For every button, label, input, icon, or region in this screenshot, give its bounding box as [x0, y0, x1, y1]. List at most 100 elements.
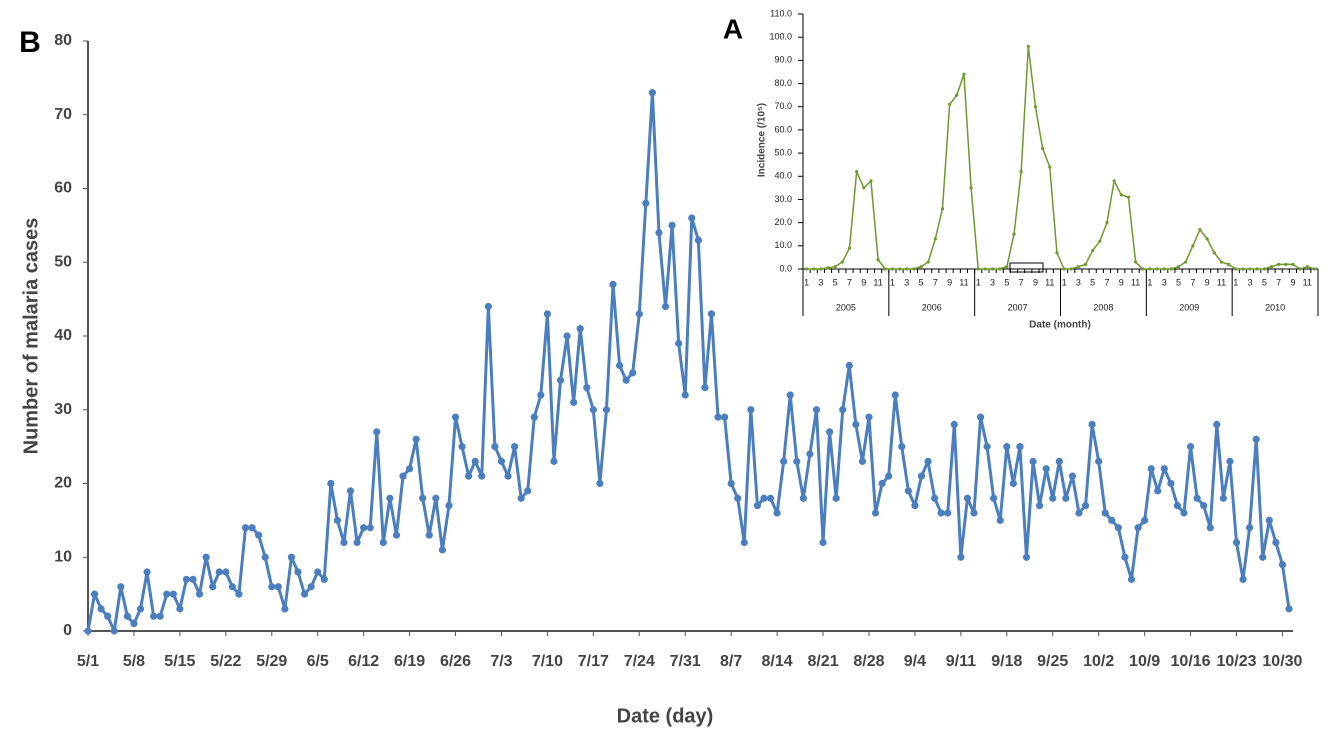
data-point	[373, 428, 381, 436]
data-point	[589, 406, 597, 414]
data-point	[1036, 502, 1044, 510]
data-point	[1184, 260, 1188, 264]
data-point	[694, 236, 702, 244]
data-point	[1009, 479, 1017, 488]
data-point	[1019, 170, 1023, 174]
data-point	[550, 457, 558, 465]
data-point	[615, 361, 624, 370]
data-point	[1180, 509, 1188, 517]
x-tick-label: 11	[1217, 277, 1226, 287]
data-point	[412, 435, 420, 443]
data-point	[990, 494, 998, 502]
panel-label: A	[723, 13, 743, 44]
data-point	[1269, 265, 1274, 269]
y-tick-label: 110.0	[770, 8, 792, 18]
data-point	[1134, 524, 1142, 532]
data-point	[543, 310, 551, 318]
data-point	[182, 575, 191, 583]
data-point	[563, 332, 571, 340]
data-point	[1127, 575, 1136, 583]
x-tick-label: 9	[1033, 277, 1038, 287]
data-point	[740, 538, 748, 547]
data-point	[1219, 260, 1224, 264]
x-axis-title: Date (day)	[617, 705, 714, 727]
y-tick-label: 70.0	[774, 101, 792, 111]
data-point	[556, 376, 565, 384]
data-point	[826, 266, 830, 270]
data-point	[1098, 239, 1102, 243]
x-tick-label: 6/12	[348, 653, 379, 670]
y-tick-label: 50	[54, 253, 72, 270]
x-group-label: 2007	[1008, 302, 1028, 312]
data-point	[1162, 267, 1166, 271]
data-point	[642, 199, 650, 207]
y-axis-title: Number of malaria cases	[20, 218, 42, 455]
data-point	[609, 280, 617, 288]
data-point	[1206, 524, 1214, 532]
y-tick-label: 70	[54, 106, 72, 123]
data-point	[847, 246, 852, 250]
data-point	[360, 524, 368, 532]
data-point	[117, 583, 125, 591]
x-tick-label: 5/15	[164, 653, 195, 670]
data-point	[924, 457, 932, 465]
x-tick-label: 3	[1076, 277, 1081, 287]
data-point	[1246, 524, 1254, 532]
data-point	[163, 590, 171, 598]
panel-label: B	[19, 26, 41, 59]
data-point	[869, 179, 873, 183]
y-tick-label: 80.0	[774, 78, 792, 88]
x-tick-label: 11	[873, 277, 882, 287]
data-point	[714, 413, 722, 421]
data-point	[1252, 435, 1260, 443]
data-point	[1055, 251, 1059, 255]
data-point	[1200, 502, 1208, 510]
data-point	[419, 494, 427, 502]
data-point	[855, 170, 859, 174]
data-point	[780, 457, 788, 465]
x-tick-label: 3	[818, 277, 823, 287]
data-point	[570, 398, 578, 406]
data-point	[90, 590, 99, 598]
data-point	[675, 339, 683, 347]
data-point	[491, 443, 499, 451]
data-point	[1016, 443, 1024, 451]
data-point	[1298, 267, 1302, 271]
x-tick-label: 5	[1004, 277, 1009, 287]
data-point	[484, 302, 492, 311]
x-tick-label: 1	[1233, 277, 1238, 287]
data-point	[1112, 179, 1116, 183]
x-tick-label: 3	[1248, 277, 1253, 287]
x-tick-label: 5	[1262, 277, 1267, 287]
data-point	[1069, 267, 1073, 271]
y-tick-label: 90.0	[774, 55, 792, 65]
data-point	[392, 531, 401, 539]
data-point	[366, 524, 374, 532]
data-point	[865, 413, 873, 421]
data-line	[86, 91, 1291, 633]
data-point	[937, 509, 945, 517]
data-point	[1081, 502, 1090, 510]
data-point	[327, 479, 335, 488]
x-tick-label: 3	[1162, 277, 1167, 287]
data-point	[766, 494, 775, 502]
x-tick-label: 10/30	[1262, 653, 1302, 670]
data-point	[300, 590, 309, 598]
data-point	[688, 214, 696, 222]
data-point	[862, 186, 866, 190]
data-point	[1119, 193, 1123, 197]
y-tick-label: 30	[54, 401, 72, 418]
y-tick-label: 0.0	[779, 263, 792, 273]
data-point	[169, 590, 177, 598]
data-point	[655, 229, 663, 237]
y-axis-title: Incidence (/10⁵)	[757, 103, 768, 177]
x-tick-label: 7/31	[670, 653, 701, 670]
data-point	[668, 221, 676, 229]
data-point	[209, 583, 217, 591]
x-tick-label: 8/7	[720, 653, 742, 670]
data-point	[891, 391, 899, 399]
data-point	[1033, 105, 1038, 109]
data-point	[1262, 267, 1266, 271]
data-point	[957, 553, 965, 561]
x-tick-label: 5/22	[210, 653, 241, 670]
